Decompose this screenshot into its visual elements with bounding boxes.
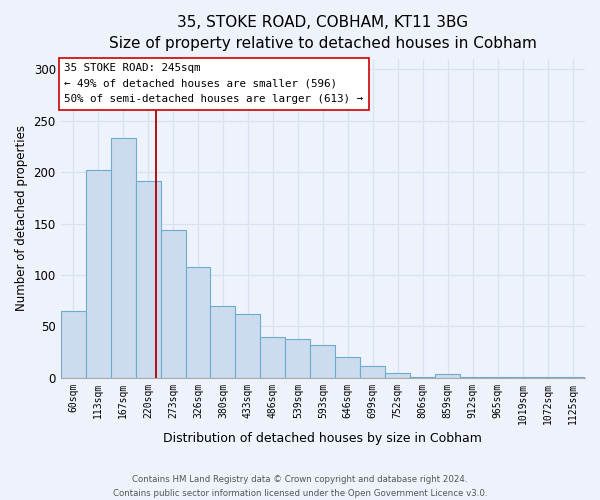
Bar xyxy=(460,376,485,378)
Bar xyxy=(410,376,435,378)
Bar xyxy=(185,266,211,378)
Bar xyxy=(235,314,260,378)
Bar xyxy=(535,376,560,378)
Bar xyxy=(310,345,335,378)
Bar xyxy=(335,357,360,378)
Bar xyxy=(435,374,460,378)
Text: 35 STOKE ROAD: 245sqm
← 49% of detached houses are smaller (596)
50% of semi-det: 35 STOKE ROAD: 245sqm ← 49% of detached … xyxy=(64,63,364,104)
Bar xyxy=(211,306,235,378)
Title: 35, STOKE ROAD, COBHAM, KT11 3BG
Size of property relative to detached houses in: 35, STOKE ROAD, COBHAM, KT11 3BG Size of… xyxy=(109,15,537,51)
Bar xyxy=(485,376,510,378)
Text: Contains HM Land Registry data © Crown copyright and database right 2024.
Contai: Contains HM Land Registry data © Crown c… xyxy=(113,476,487,498)
Bar xyxy=(260,336,286,378)
X-axis label: Distribution of detached houses by size in Cobham: Distribution of detached houses by size … xyxy=(163,432,482,445)
Bar xyxy=(110,138,136,378)
Bar xyxy=(385,372,410,378)
Bar xyxy=(61,311,86,378)
Bar xyxy=(86,170,110,378)
Bar xyxy=(136,182,161,378)
Bar xyxy=(510,376,535,378)
Bar xyxy=(161,230,185,378)
Bar xyxy=(286,338,310,378)
Bar xyxy=(560,376,585,378)
Y-axis label: Number of detached properties: Number of detached properties xyxy=(15,126,28,312)
Bar xyxy=(360,366,385,378)
